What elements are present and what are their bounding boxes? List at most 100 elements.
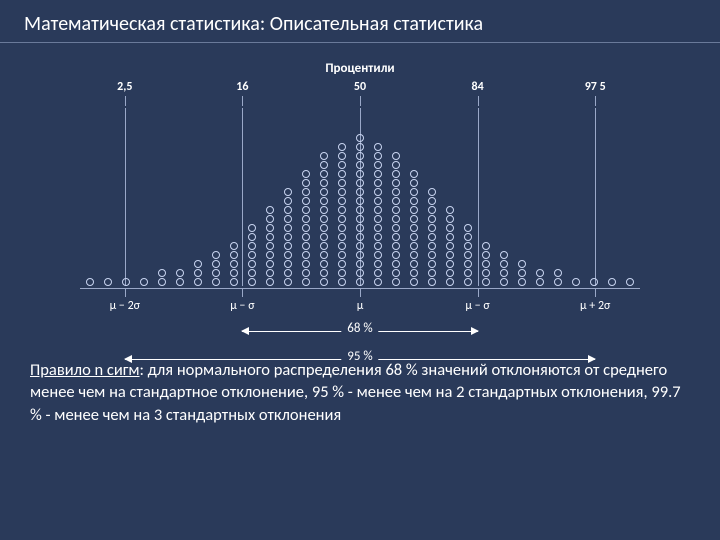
dot <box>356 215 364 223</box>
dot <box>338 161 346 169</box>
axis-label: μ <box>330 299 390 313</box>
dot-column <box>428 187 436 286</box>
dot-column <box>158 268 166 286</box>
dot <box>482 269 490 277</box>
dot <box>482 242 490 250</box>
dot <box>626 278 634 286</box>
dot <box>464 224 472 232</box>
dot <box>320 260 328 268</box>
dot-column <box>230 241 238 286</box>
dot <box>428 260 436 268</box>
dot-column <box>626 277 634 286</box>
dot <box>338 224 346 232</box>
dot <box>554 269 562 277</box>
dot <box>374 206 382 214</box>
dot <box>428 188 436 196</box>
dot <box>320 278 328 286</box>
dot <box>536 278 544 286</box>
dot <box>374 224 382 232</box>
dot <box>392 170 400 178</box>
dot <box>410 206 418 214</box>
dot <box>464 269 472 277</box>
dot <box>356 197 364 205</box>
dot <box>284 242 292 250</box>
percentile-tick <box>478 96 479 106</box>
dot <box>356 134 364 142</box>
dot <box>410 278 418 286</box>
percentile-label: 16 <box>227 80 257 94</box>
dot-column <box>554 268 562 286</box>
dot <box>392 260 400 268</box>
dot <box>428 278 436 286</box>
dot <box>428 197 436 205</box>
dot <box>356 233 364 241</box>
dot-column <box>356 133 364 286</box>
dot <box>482 260 490 268</box>
percentile-vline <box>478 108 479 286</box>
dot <box>374 161 382 169</box>
dot <box>446 215 454 223</box>
dot <box>392 206 400 214</box>
dot <box>302 233 310 241</box>
dot <box>590 278 598 286</box>
dot <box>392 278 400 286</box>
dot <box>338 143 346 151</box>
dot <box>446 251 454 259</box>
dot <box>428 215 436 223</box>
dot <box>266 224 274 232</box>
dot <box>302 260 310 268</box>
dot <box>446 206 454 214</box>
dot <box>248 269 256 277</box>
dot <box>320 215 328 223</box>
dot <box>608 278 616 286</box>
sigma-brackets: 68 %95 % <box>80 321 640 371</box>
sigma-bracket: 95 % <box>80 349 640 371</box>
dot <box>464 233 472 241</box>
dot <box>374 260 382 268</box>
dot <box>320 251 328 259</box>
dot-column <box>212 250 220 286</box>
dot <box>392 224 400 232</box>
dot-column <box>104 277 112 286</box>
dot <box>248 224 256 232</box>
dot <box>248 260 256 268</box>
dot <box>176 278 184 286</box>
dot <box>320 170 328 178</box>
dot <box>248 233 256 241</box>
dot <box>356 269 364 277</box>
dot <box>266 233 274 241</box>
percentile-label: 50 <box>345 80 375 94</box>
dot <box>338 251 346 259</box>
dot <box>302 278 310 286</box>
dot <box>302 170 310 178</box>
dot <box>284 269 292 277</box>
dot-column <box>446 205 454 286</box>
dot <box>212 260 220 268</box>
dot <box>428 242 436 250</box>
dot <box>248 278 256 286</box>
dot <box>284 233 292 241</box>
slide-title: Математическая статистика: Описательная … <box>0 0 720 43</box>
dot <box>284 251 292 259</box>
dot <box>122 278 130 286</box>
percentile-label: 2,5 <box>110 80 140 94</box>
dot <box>356 260 364 268</box>
dot <box>410 188 418 196</box>
dot <box>572 278 580 286</box>
dot <box>410 233 418 241</box>
dot <box>158 278 166 286</box>
dot <box>284 278 292 286</box>
percentile-label: 84 <box>463 80 493 94</box>
dot <box>356 179 364 187</box>
dot-column <box>518 259 526 286</box>
dot <box>428 224 436 232</box>
dot-column <box>464 223 472 286</box>
dot <box>302 206 310 214</box>
dot <box>86 278 94 286</box>
dot <box>284 197 292 205</box>
dot <box>338 278 346 286</box>
dot <box>320 161 328 169</box>
dot <box>338 170 346 178</box>
dot <box>500 251 508 259</box>
dot <box>446 278 454 286</box>
